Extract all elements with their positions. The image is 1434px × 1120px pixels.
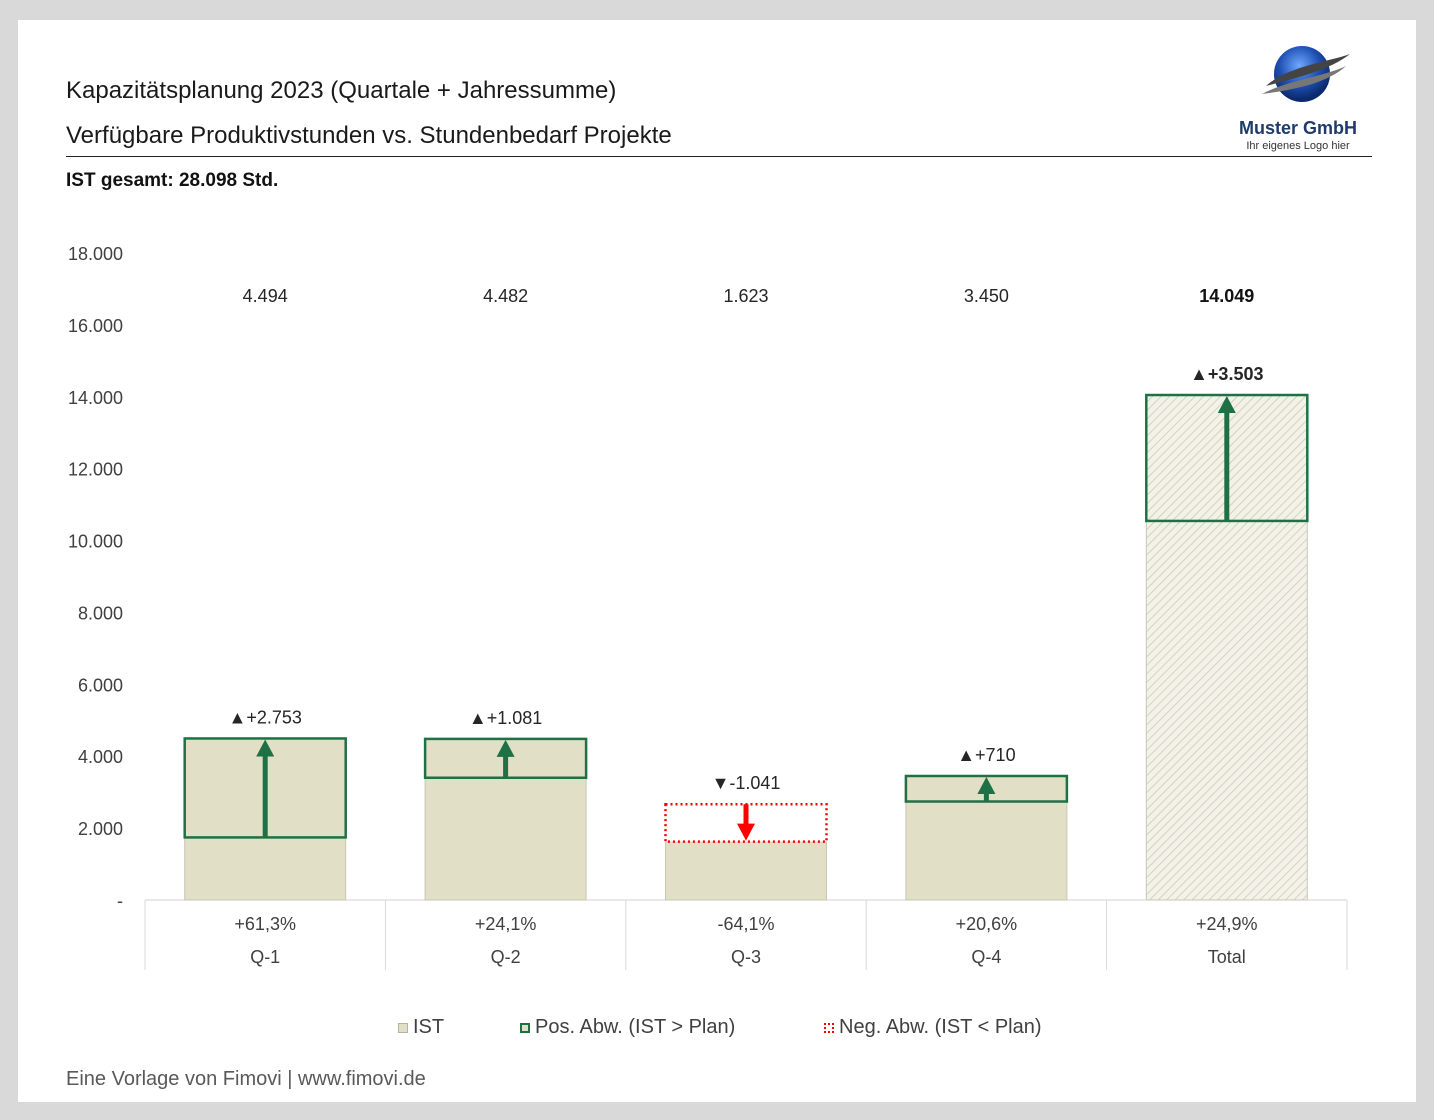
y-tick-label: 4.000: [78, 747, 123, 767]
ist-bar: [665, 841, 827, 901]
y-tick-label: 10.000: [68, 532, 123, 552]
title-divider: [66, 156, 1372, 157]
logo-tagline: Ihr eigenes Logo hier: [1246, 140, 1350, 152]
legend-item-pos: Pos. Abw. (IST > Plan): [520, 1016, 735, 1039]
chart-title: Kapazitätsplanung 2023 (Quartale + Jahre…: [66, 77, 617, 104]
y-tick-label: 18.000: [68, 244, 123, 264]
category-label: Total: [1208, 947, 1246, 967]
chart-area: - 2.000 4.000 6.000 8.000 10.000 12.000 14.000 1…: [68, 244, 1348, 970]
top-value-label: 3.450: [964, 286, 1009, 306]
deviation-label: ▲+3.503: [1190, 364, 1263, 384]
deviation-label: ▲+710: [957, 745, 1015, 765]
legend-swatch-neg: [824, 1022, 834, 1033]
globe-swoosh-icon: [1262, 46, 1350, 102]
top-value-label: 1.623: [723, 286, 768, 306]
category-label: Q-4: [971, 947, 1001, 967]
chart-subtitle: Verfügbare Produktivstunden vs. Stundenb…: [66, 122, 672, 149]
y-tick-label: 2.000: [78, 819, 123, 839]
footer-credit: Eine Vorlage von Fimovi | www.fimovi.de: [66, 1068, 426, 1090]
percent-label: -64,1%: [717, 914, 774, 934]
y-tick-label: 16.000: [68, 316, 123, 336]
percent-label: +24,9%: [1196, 914, 1258, 934]
category-label: Q-3: [731, 947, 761, 967]
ist-bar: [905, 801, 1068, 901]
legend-item-neg: Neg. Abw. (IST < Plan): [824, 1016, 1042, 1039]
y-tick-label: 8.000: [78, 603, 123, 623]
deviation-arrow-up-icon: [256, 739, 275, 757]
chart-card: Kapazitätsplanung 2023 (Quartale + Jahre…: [18, 20, 1416, 1102]
deviation-label: ▲+1.081: [469, 708, 542, 728]
legend-label-ist: IST: [413, 1016, 445, 1038]
percent-label: +24,1%: [475, 914, 537, 934]
deviation-arrow-down-icon: [737, 823, 755, 841]
legend-label-pos: Pos. Abw. (IST > Plan): [535, 1016, 736, 1038]
deviation-label: ▲+2.753: [229, 707, 302, 727]
top-value-label: 4.494: [243, 286, 288, 306]
percent-label: +20,6%: [956, 914, 1018, 934]
deviation-arrow-up-icon: [977, 776, 996, 794]
legend-label-neg: Neg. Abw. (IST < Plan): [839, 1016, 1042, 1038]
y-tick-label: 14.000: [68, 388, 123, 408]
chart-legend: IST Pos. Abw. (IST > Plan) Neg. Abw. (IS…: [18, 1016, 1416, 1044]
company-logo: Muster GmbH Ihr eigenes Logo hier: [1218, 36, 1378, 152]
ist-bar: [184, 836, 347, 901]
y-tick-label: 6.000: [78, 675, 123, 695]
category-label: Q-2: [491, 947, 521, 967]
logo-company-name: Muster GmbH: [1238, 118, 1357, 138]
ist-bar: [424, 777, 587, 901]
top-value-label: 4.482: [483, 286, 528, 306]
legend-item-ist: IST: [398, 1016, 444, 1039]
top-value-label: 14.049: [1199, 286, 1254, 306]
deviation-arrow-up-icon: [1217, 396, 1236, 414]
legend-swatch-ist: [398, 1022, 408, 1033]
category-label: Q-1: [250, 947, 280, 967]
percent-label: +61,3%: [234, 914, 296, 934]
y-tick-label: 12.000: [68, 460, 123, 480]
deviation-arrow-up-icon: [496, 739, 515, 757]
summary-total: IST gesamt: 28.098 Std.: [66, 170, 279, 191]
ist-bar: [1145, 520, 1308, 901]
y-tick-label: -: [117, 891, 123, 911]
legend-swatch-pos: [520, 1022, 530, 1033]
deviation-label: ▼-1.041: [712, 773, 781, 793]
